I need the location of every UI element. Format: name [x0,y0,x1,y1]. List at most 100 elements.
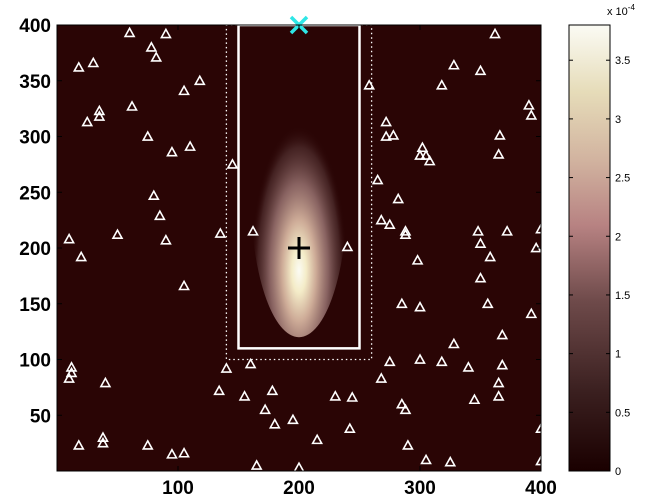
triangle-marker [250,459,263,470]
triangle-marker [126,100,138,111]
triangle-marker [414,353,426,364]
triangle-marker [329,390,342,401]
triangle-marker [178,447,190,458]
triangle-marker [166,448,178,459]
triangle-marker [474,64,487,76]
triangle-marker [492,376,505,388]
triangle-marker [87,56,100,68]
x-tick-label: 400 [525,478,557,499]
y-tick-label: 400 [19,16,51,37]
y-tick-label: 100 [19,351,51,372]
triangle-marker [380,130,392,141]
colorbar-tick-label: 2.5 [615,173,630,185]
triangle-marker [484,250,497,262]
y-tick-label: 200 [19,239,51,260]
triangle-marker [75,250,88,262]
triangle-marker [399,225,412,236]
triangle-marker [416,141,429,153]
triangle-marker [97,431,109,442]
triangle-marker [448,58,460,70]
triangle-marker [287,413,299,425]
triangle-marker [492,390,505,401]
triangle-marker [81,115,94,127]
triangle-marker [268,418,281,429]
triangle-marker [166,145,178,157]
triangle-marker [423,154,436,166]
triangle-marker [399,403,412,415]
triangle-marker [341,240,354,252]
triangle-marker [496,328,509,340]
colorbar-axis: 0 0.5 1 1.5 2 2.5 3 3.5 [569,55,630,478]
triangle-marker [346,391,359,402]
triangle-marker [147,189,160,200]
triangle-marker [266,384,279,396]
triangle-marker [472,225,484,236]
triangle-marker [259,403,271,415]
triangle-marker [72,439,85,450]
triangle-marker [375,372,388,383]
triangle-marker [462,361,475,372]
triangle-marker [363,79,376,90]
triangle-marker [72,61,85,72]
triangle-marker [494,129,506,140]
triangle-marker [141,130,154,141]
triangle-marker [93,104,106,116]
triangle-marker [247,225,259,236]
triangle-marker [145,41,158,52]
triangle-marker [435,79,448,90]
y-tick-label: 300 [19,128,51,149]
triangle-marker [65,361,78,372]
colorbar-tick-label: 1 [615,349,621,361]
triangle-marker [492,148,505,159]
triangle-marker [474,271,487,283]
triangle-marker [160,27,172,39]
triangle-marker [99,376,112,388]
triangle-marker [501,225,513,236]
triangle-marker [375,213,388,225]
x-tick-label: 100 [162,478,194,499]
triangle-marker [153,209,166,221]
triangle-marker [311,433,324,445]
colorbar-exponent: x 10-4 [607,3,635,18]
triangle-marker [395,397,408,409]
triangle-marker [420,453,432,465]
triangle-marker [395,297,408,309]
triangle-marker [111,228,124,240]
triangle-marker [238,390,251,401]
triangle-marker [525,109,538,120]
triangle-marker [97,436,109,448]
triangle-marker [525,307,538,319]
triangle-marker [414,300,426,312]
triangle-marker [474,237,487,248]
colorbar-tick-label: 3.5 [615,55,630,67]
x-tick-label: 300 [404,478,436,499]
triangle-marker [420,149,432,160]
triangle-marker [402,439,414,450]
y-axis: 50 100 150 200 250 300 350 400 [19,16,541,427]
triangle-marker [496,358,509,370]
triangle-marker [178,279,190,291]
triangle-marker [380,115,392,127]
triangle-marker [150,51,163,62]
x-tick-label: 200 [283,478,315,499]
colorbar-tick-label: 0.5 [615,407,630,419]
triangle-marker [444,455,457,467]
triangle-marker [399,228,412,240]
density-blob [250,47,348,338]
triangle-marker [213,384,225,396]
colorbar-tick-label: 2 [615,231,621,243]
triangle-marker [343,422,356,434]
triangle-marker [435,355,448,367]
triangle-marker [226,158,239,169]
triangle-markers [63,26,547,473]
triangle-marker [392,192,405,204]
triangle-marker [414,149,426,160]
triangle-marker [123,26,136,38]
triangle-marker [141,439,154,450]
y-tick-label: 50 [30,406,51,427]
triangle-marker [244,357,257,369]
triangle-marker [468,393,481,405]
triangle-marker [383,218,396,229]
y-tick-label: 150 [19,295,51,316]
